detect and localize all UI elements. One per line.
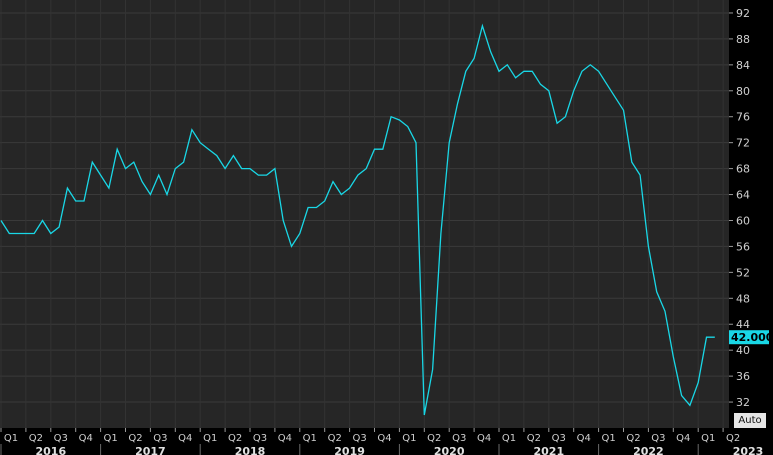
y-tick-label: 76 [736,111,750,124]
y-tick-label: 60 [736,214,750,227]
x-quarter-label: Q4 [178,433,192,444]
y-tick-label: 52 [736,266,750,279]
y-tick-label: 72 [736,137,750,150]
y-tick-label: 68 [736,163,750,176]
x-quarter-label: Q2 [228,433,242,444]
x-quarter-label: Q2 [128,433,142,444]
last-value-marker: 42.000 [729,330,773,345]
y-tick-label: 92 [736,7,750,20]
x-quarter-label: Q3 [54,433,68,444]
y-tick-label: 88 [736,33,750,46]
x-year-label: 2022 [633,445,664,455]
x-year-label: 2021 [533,445,564,455]
x-quarter-label: Q2 [427,433,441,444]
y-tick-label: 84 [736,59,750,72]
last-value-badge [729,330,769,345]
x-quarter-label: Q1 [502,433,516,444]
x-year-label: 2017 [135,445,166,455]
x-quarter-label: Q4 [477,433,491,444]
x-quarter-label: Q4 [377,433,391,444]
x-quarter-label: Q4 [79,433,93,444]
x-quarter-label: Q1 [303,433,317,444]
x-quarter-label: Q1 [701,433,715,444]
grid-lines [0,0,729,428]
y-tick-label: 56 [736,240,750,253]
x-quarter-label: Q1 [103,433,117,444]
y-tick-label: 44 [736,318,750,331]
x-quarter-label: Q1 [402,433,416,444]
x-quarter-label: Q4 [676,433,690,444]
series-line [0,23,715,416]
x-year-label: 2018 [235,445,266,455]
x-quarter-label: Q3 [153,433,167,444]
x-year-label: 2016 [35,445,66,455]
y-tick-label: 80 [736,85,750,98]
x-quarter-label: Q3 [253,433,267,444]
x-year-label: 2023 [733,445,764,455]
x-quarter-label: Q3 [552,433,566,444]
plot-background [0,0,729,428]
x-quarter-label: Q2 [527,433,541,444]
x-quarter-label: Q1 [203,433,217,444]
x-quarter-label: Q3 [352,433,366,444]
y-tick-label: 32 [736,396,750,409]
y-tick-label: 64 [736,189,750,202]
x-quarter-label: Q3 [651,433,665,444]
x-year-label: 2020 [434,445,465,455]
x-quarter-label: Q2 [29,433,43,444]
x-quarter-label: Q1 [4,433,18,444]
x-quarter-label: Q4 [278,433,292,444]
auto-scale-button[interactable]: Auto [734,413,766,428]
x-year-label: 2019 [334,445,365,455]
x-quarter-label: Q4 [577,433,591,444]
x-quarter-label: Q2 [626,433,640,444]
y-tick-label: 36 [736,370,750,383]
y-axis: 32 36 40 44 48 52 56 60 64 68 72 76 80 84 88 92 [729,7,750,409]
y-tick-label: 40 [736,344,750,357]
x-axis: Q1 Q2 Q3 Q4 Q1 Q2 Q3 Q4 Q1 Q2 Q3 Q4 Q1 Q2 Q3 Q4 Q1 Q2 Q3 Q4… [0,428,764,455]
y-tick-label: 48 [736,292,750,305]
last-value-label: 42.000 [731,331,773,344]
x-quarter-label: Q1 [601,433,615,444]
x-quarter-label: Q2 [328,433,342,444]
x-quarter-label: Q2 [726,433,740,444]
x-quarter-label: Q3 [452,433,466,444]
